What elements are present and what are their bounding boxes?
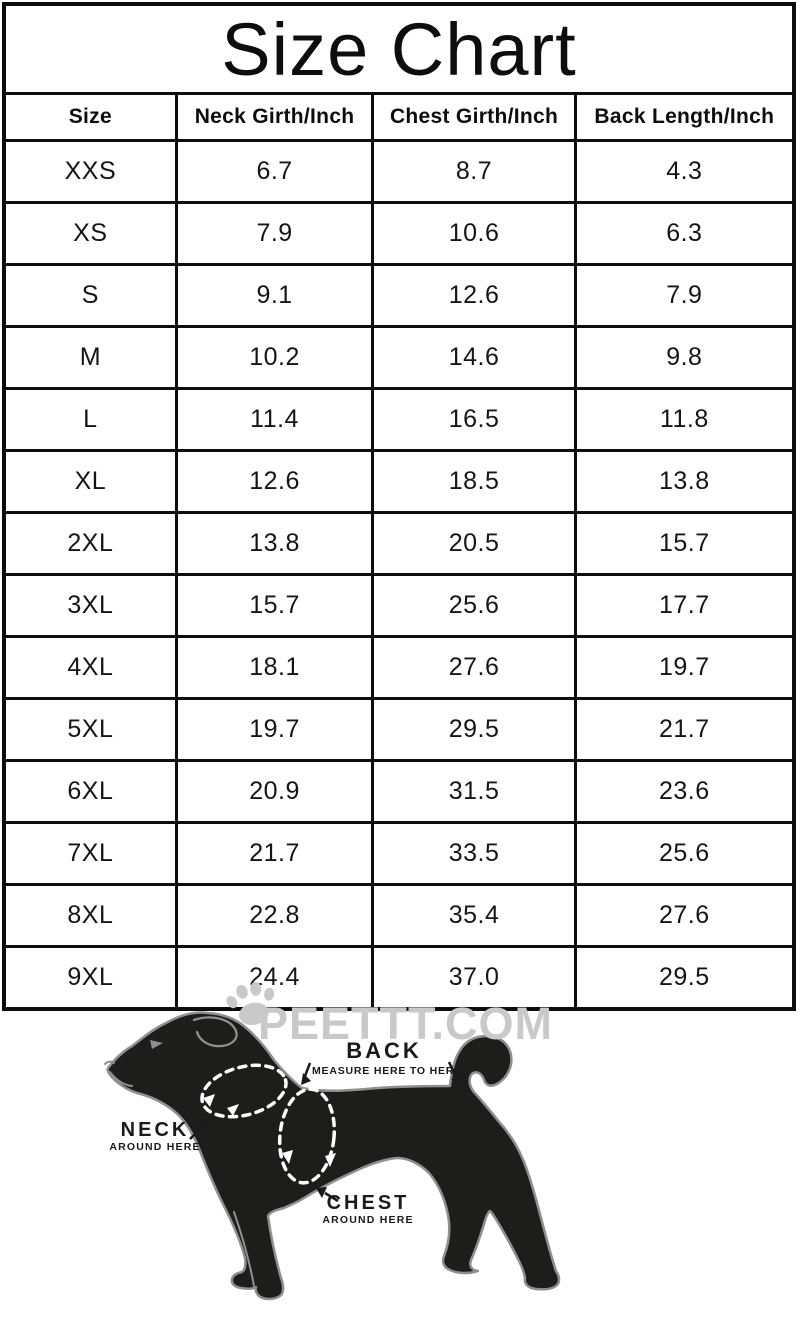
cell-neck: 22.8 <box>174 883 375 948</box>
back-arrow-left-icon <box>301 1062 312 1085</box>
cell-back: 6.3 <box>573 201 796 266</box>
cell-size: S <box>2 263 178 328</box>
table-row: 8XL 22.8 35.4 27.6 <box>2 883 796 948</box>
table-row: 5XL 19.7 29.5 21.7 <box>2 697 796 762</box>
back-sublabel: MEASURE HERE TO HERE <box>312 1065 462 1077</box>
cell-neck: 7.9 <box>174 201 375 266</box>
chest-arrow-icon <box>316 1187 339 1203</box>
cell-size: M <box>2 325 178 390</box>
cell-size: 4XL <box>2 635 178 700</box>
header-size: Size <box>2 92 178 142</box>
cell-size: 5XL <box>2 697 178 762</box>
cell-chest: 16.5 <box>371 387 577 452</box>
cell-chest: 20.5 <box>371 511 577 576</box>
cell-neck: 24.4 <box>174 945 375 1011</box>
ear-fold-line <box>192 1016 238 1048</box>
cell-chest: 31.5 <box>371 759 577 824</box>
eye-mark <box>150 1040 163 1049</box>
neck-arrow-icon <box>189 1118 211 1140</box>
header-back-length: Back Length/Inch <box>573 92 796 142</box>
cell-back: 11.8 <box>573 387 796 452</box>
cell-size: 6XL <box>2 759 178 824</box>
cell-chest: 8.7 <box>371 139 577 204</box>
size-table: Size Chart Size Neck Girth/Inch Chest Gi… <box>2 2 796 1011</box>
cell-size: 7XL <box>2 821 178 886</box>
cell-back: 21.7 <box>573 697 796 762</box>
cell-size: XXS <box>2 139 178 204</box>
cell-neck: 20.9 <box>174 759 375 824</box>
cell-neck: 21.7 <box>174 821 375 886</box>
neck-measure-ellipse <box>200 1063 288 1119</box>
cell-neck: 12.6 <box>174 449 375 514</box>
cell-size: XL <box>2 449 178 514</box>
cell-back: 13.8 <box>573 449 796 514</box>
front-leg-line <box>233 1211 255 1287</box>
table-row: XXS 6.7 8.7 4.3 <box>2 139 796 204</box>
cell-chest: 12.6 <box>371 263 577 328</box>
chest-label: CHEST <box>327 1192 410 1214</box>
cell-back: 15.7 <box>573 511 796 576</box>
cell-back: 4.3 <box>573 139 796 204</box>
table-row: 3XL 15.7 25.6 17.7 <box>2 573 796 638</box>
table-row: 7XL 21.7 33.5 25.6 <box>2 821 796 886</box>
cell-size: L <box>2 387 178 452</box>
cell-back: 19.7 <box>573 635 796 700</box>
cell-chest: 29.5 <box>371 697 577 762</box>
cell-size: 8XL <box>2 883 178 948</box>
neck-label: NECK <box>121 1119 190 1141</box>
cell-size: 9XL <box>2 945 178 1011</box>
title-row: Size Chart <box>2 2 796 95</box>
cell-neck: 6.7 <box>174 139 375 204</box>
cell-neck: 9.1 <box>174 263 375 328</box>
cell-neck: 19.7 <box>174 697 375 762</box>
page-title: Size Chart <box>2 2 796 95</box>
table-row: 6XL 20.9 31.5 23.6 <box>2 759 796 824</box>
cell-neck: 15.7 <box>174 573 375 638</box>
header-neck-girth: Neck Girth/Inch <box>174 92 375 142</box>
table-row: L 11.4 16.5 11.8 <box>2 387 796 452</box>
table-row: 9XL 24.4 37.0 29.5 <box>2 945 796 1011</box>
back-label: BACK <box>346 1038 422 1063</box>
mouth-line <box>109 1071 133 1087</box>
chest-measure-ellipse <box>277 1087 337 1185</box>
cell-back: 25.6 <box>573 821 796 886</box>
cell-neck: 13.8 <box>174 511 375 576</box>
neck-sublabel: AROUND HERE <box>109 1141 200 1153</box>
cell-back: 23.6 <box>573 759 796 824</box>
cell-chest: 18.5 <box>371 449 577 514</box>
cell-back: 7.9 <box>573 263 796 328</box>
cell-size: 3XL <box>2 573 178 638</box>
cell-chest: 25.6 <box>371 573 577 638</box>
table-row: 4XL 18.1 27.6 19.7 <box>2 635 796 700</box>
cell-chest: 33.5 <box>371 821 577 886</box>
table-row: M 10.2 14.6 9.8 <box>2 325 796 390</box>
cell-neck: 11.4 <box>174 387 375 452</box>
chest-sublabel: AROUND HERE <box>322 1214 413 1226</box>
cell-chest: 27.6 <box>371 635 577 700</box>
cell-back: 29.5 <box>573 945 796 1011</box>
cell-back: 17.7 <box>573 573 796 638</box>
cell-chest: 37.0 <box>371 945 577 1011</box>
table-row: 2XL 13.8 20.5 15.7 <box>2 511 796 576</box>
header-chest-girth: Chest Girth/Inch <box>371 92 577 142</box>
back-arrow-right-icon <box>447 1061 462 1085</box>
nose-line <box>104 1060 115 1065</box>
cell-chest: 10.6 <box>371 201 577 266</box>
cell-size: 2XL <box>2 511 178 576</box>
table-row: S 9.1 12.6 7.9 <box>2 263 796 328</box>
cell-back: 27.6 <box>573 883 796 948</box>
measure-arrowheads <box>203 1094 336 1167</box>
cell-chest: 35.4 <box>371 883 577 948</box>
header-row: Size Neck Girth/Inch Chest Girth/Inch Ba… <box>2 92 796 142</box>
table-row: XS 7.9 10.6 6.3 <box>2 201 796 266</box>
dog-measure-diagram: BACK MEASURE HERE TO HERE NECK AROUND HE… <box>104 1011 561 1301</box>
cell-neck: 18.1 <box>174 635 375 700</box>
table-row: XL 12.6 18.5 13.8 <box>2 449 796 514</box>
cell-back: 9.8 <box>573 325 796 390</box>
cell-neck: 10.2 <box>174 325 375 390</box>
cell-chest: 14.6 <box>371 325 577 390</box>
cell-size: XS <box>2 201 178 266</box>
